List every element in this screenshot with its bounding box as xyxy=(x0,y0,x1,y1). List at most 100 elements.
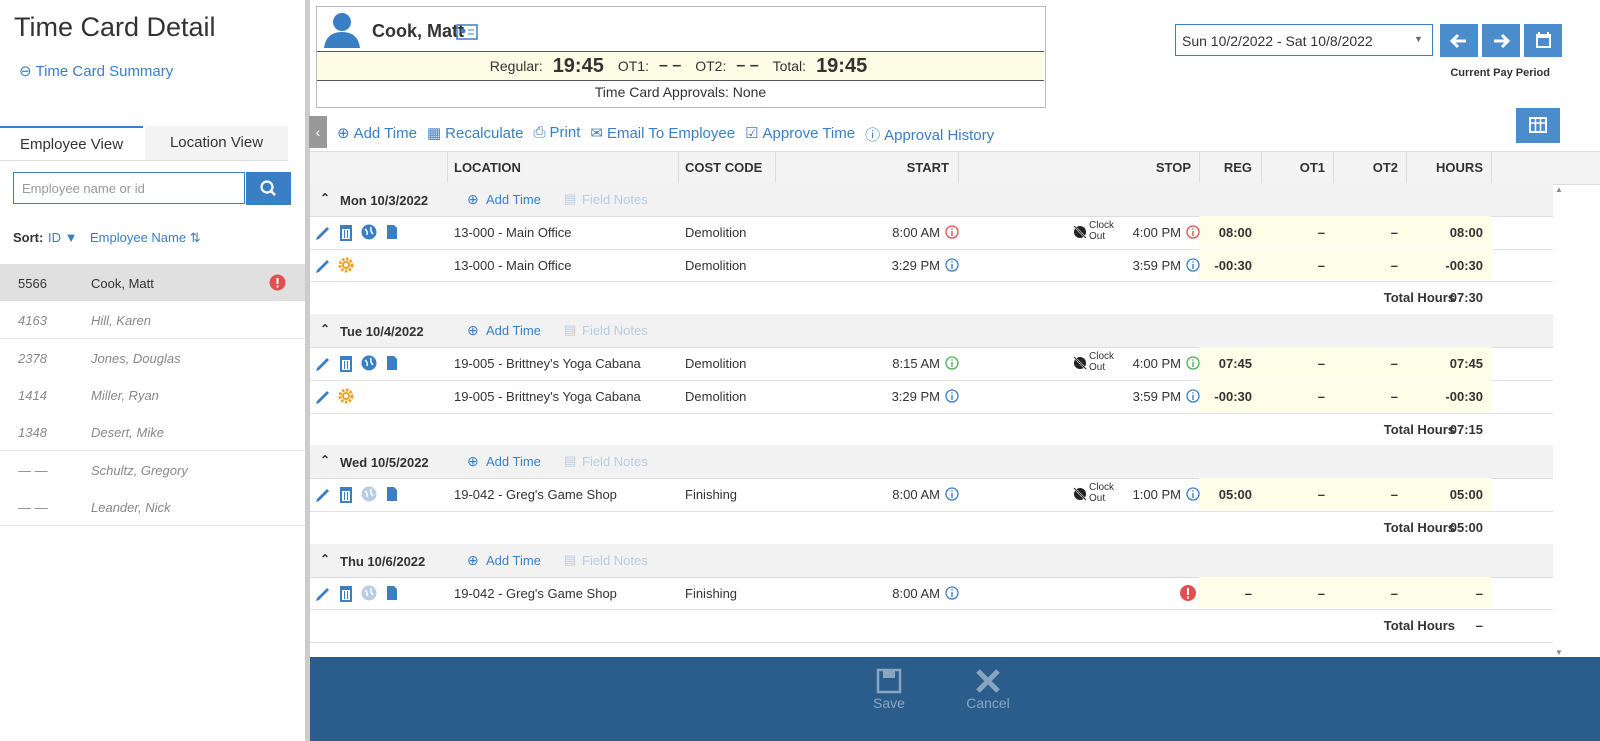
toolbar-text[interactable]: Recalculate xyxy=(445,125,524,142)
employee-id[interactable]: 1414 xyxy=(18,387,47,403)
employee-name[interactable]: Desert, Mike xyxy=(91,425,164,441)
employee-id[interactable]: — — xyxy=(18,462,48,478)
action-edit[interactable] xyxy=(314,223,332,241)
toolbar-item[interactable]: ☑ Approve Time xyxy=(745,124,855,145)
entry-ot2: – xyxy=(1390,257,1398,273)
stop-alert xyxy=(1179,584,1197,602)
employee-name[interactable]: Cook, Matt xyxy=(91,276,154,291)
employee-name[interactable]: Miller, Ryan xyxy=(91,387,159,403)
add-time-icon[interactable]: ⊕ xyxy=(467,551,479,568)
toolbar-item[interactable]: ⎙ Print xyxy=(534,124,581,145)
sort-option-text[interactable]: ID xyxy=(48,230,61,245)
action-globe-off[interactable] xyxy=(360,485,378,503)
action-gear[interactable] xyxy=(337,256,355,274)
toolbar-item[interactable]: ✉ Email To Employee xyxy=(590,124,735,145)
toolbar-text[interactable]: Add Time xyxy=(353,125,417,142)
toolbar-text[interactable]: Approval History xyxy=(884,127,995,144)
grid-view-button[interactable] xyxy=(1516,108,1560,143)
collapse-button[interactable]: ‹ xyxy=(309,116,327,148)
tab[interactable]: Employee View xyxy=(0,126,143,162)
employee-name[interactable]: Jones, Douglas xyxy=(91,350,181,366)
toolbar-icon[interactable]: ▦ xyxy=(426,125,442,142)
period-range[interactable]: Sun 10/2/2022 - Sat 10/8/2022 xyxy=(1182,33,1373,49)
sort-option-text[interactable]: Employee Name xyxy=(90,230,187,245)
day-add-time[interactable]: Add Time xyxy=(486,323,541,339)
search-input[interactable] xyxy=(13,172,245,204)
employee-name[interactable]: Hill, Karen xyxy=(91,313,151,329)
entry-start: 3:29 PM xyxy=(891,388,940,404)
back-link-text[interactable]: Time Card Summary xyxy=(35,63,174,80)
action-delete[interactable] xyxy=(337,354,355,372)
collapse-caret[interactable]: ⌃ xyxy=(320,322,331,337)
employee-name[interactable]: Leander, Nick xyxy=(91,499,171,515)
toolbar-icon[interactable]: ⊕ xyxy=(337,125,350,142)
action-gear[interactable] xyxy=(337,387,355,405)
action-globe[interactable] xyxy=(360,223,378,241)
entry-location: 13-000 - Main Office xyxy=(454,257,572,273)
nav-button[interactable] xyxy=(1524,24,1562,57)
cancel-icon[interactable] xyxy=(975,668,1001,694)
action-edit[interactable] xyxy=(314,584,332,602)
action-edit[interactable] xyxy=(314,387,332,405)
toolbar-icon[interactable]: ⎙ xyxy=(533,124,546,141)
day-add-time[interactable]: Add Time xyxy=(486,552,541,568)
day-add-time[interactable]: Add Time xyxy=(486,192,541,207)
employee-row[interactable] xyxy=(0,413,305,452)
action-note[interactable] xyxy=(383,223,401,241)
employee-id[interactable]: 5566 xyxy=(18,276,47,291)
collapse-caret[interactable]: ⌃ xyxy=(320,551,331,566)
save-icon[interactable] xyxy=(876,668,902,694)
id-card-icon[interactable] xyxy=(456,24,478,40)
back-link[interactable]: ⊖ Time Card Summary xyxy=(19,63,174,80)
add-time-icon[interactable]: ⊕ xyxy=(467,322,479,339)
toolbar-item[interactable]: ⊕ Add Time xyxy=(337,124,417,145)
employee-id[interactable]: — — xyxy=(18,499,48,515)
alert-icon xyxy=(269,274,286,291)
action-edit[interactable] xyxy=(314,256,332,274)
toolbar-icon[interactable]: ☑ xyxy=(745,125,759,142)
toolbar-icon[interactable]: ✉ xyxy=(590,125,603,142)
column-separator xyxy=(775,152,776,183)
employee-row[interactable] xyxy=(0,375,305,414)
toolbar-item[interactable]: ⓘ Approval History xyxy=(865,124,994,145)
sort-option[interactable]: Employee Name ⇅ xyxy=(90,230,201,245)
employee-id[interactable]: 1348 xyxy=(18,425,47,441)
employee-row[interactable] xyxy=(0,450,305,489)
toolbar-text[interactable]: Approve Time xyxy=(762,125,856,142)
employee-name[interactable]: Schultz, Gregory xyxy=(91,462,188,478)
toolbar-icon[interactable]: ⓘ xyxy=(865,127,881,144)
tab[interactable]: Location View xyxy=(145,126,288,160)
action-delete[interactable] xyxy=(337,485,355,504)
action-note[interactable] xyxy=(383,485,401,503)
nav-button[interactable] xyxy=(1440,24,1478,57)
add-time-icon[interactable]: ⊕ xyxy=(467,191,479,207)
cancel-button[interactable]: Cancel xyxy=(966,695,1010,711)
collapse-caret[interactable]: ⌃ xyxy=(320,191,331,205)
action-note[interactable] xyxy=(383,354,401,372)
search-button[interactable] xyxy=(246,172,291,205)
action-delete[interactable] xyxy=(337,584,355,602)
employee-id[interactable]: 4163 xyxy=(18,313,47,329)
employee-row[interactable] xyxy=(0,487,305,526)
action-globe[interactable] xyxy=(360,354,378,372)
hours-cells xyxy=(1199,379,1491,412)
toolbar-text[interactable]: Print xyxy=(549,124,581,141)
sort-option[interactable]: ID ▼ xyxy=(48,230,78,245)
nav-button[interactable] xyxy=(1482,24,1520,57)
action-edit[interactable] xyxy=(314,485,332,503)
collapse-caret[interactable]: ⌃ xyxy=(320,453,331,468)
employee-id[interactable]: 2378 xyxy=(18,350,47,366)
hours-cells xyxy=(1199,248,1491,281)
day-add-time[interactable]: Add Time xyxy=(486,454,541,470)
total-value: 19:45 xyxy=(552,54,604,77)
entry-cost-code: Demolition xyxy=(685,388,747,404)
action-edit[interactable] xyxy=(314,354,332,372)
action-note[interactable] xyxy=(383,584,401,602)
toolbar-text[interactable]: Email To Employee xyxy=(606,125,736,142)
action-globe-off[interactable] xyxy=(360,584,378,602)
add-time-icon[interactable]: ⊕ xyxy=(467,453,479,470)
toolbar-item[interactable]: ▦ Recalculate xyxy=(427,124,524,145)
period-select[interactable] xyxy=(1175,24,1433,56)
save-button[interactable]: Save xyxy=(873,695,905,711)
action-delete[interactable] xyxy=(337,223,355,241)
